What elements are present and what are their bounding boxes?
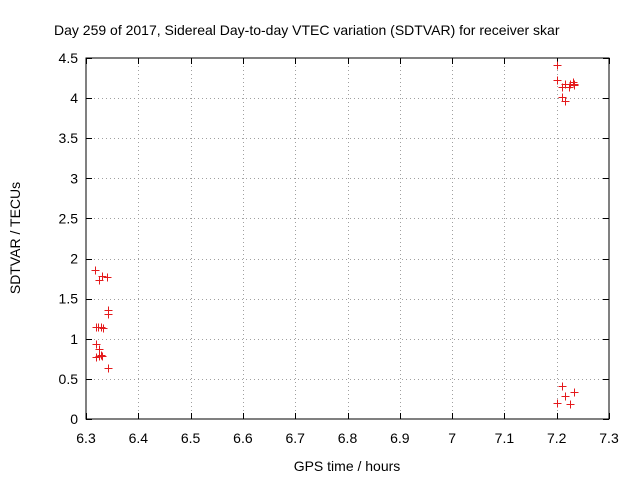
- x-tick-label: 7.3: [599, 430, 619, 446]
- y-tick-label: 1.5: [59, 291, 79, 307]
- x-axis-label: GPS time / hours: [294, 458, 401, 474]
- data-point: [99, 324, 108, 333]
- data-point: [553, 61, 562, 70]
- y-tick-label: 0.5: [59, 371, 79, 387]
- x-tick-labels: 6.3 6.4 6.5 6.6 6.7 6.8 6.9 7 7.1 7.2 7.3: [76, 430, 619, 446]
- y-tick-label: 2.5: [59, 210, 79, 226]
- plot-border: [85, 57, 610, 420]
- y-tick-label: 4: [70, 90, 78, 106]
- data-point: [92, 340, 101, 349]
- y-tick-label: 0: [70, 411, 78, 427]
- y-axis-label: SDTVAR / TECUs: [7, 182, 23, 294]
- data-point: [104, 310, 113, 319]
- chart-title: Day 259 of 2017, Sidereal Day-to-day VTE…: [54, 22, 560, 38]
- y-tick-label: 3: [70, 170, 78, 186]
- y-tick-label: 3.5: [59, 130, 79, 146]
- data-point: [98, 352, 107, 361]
- data-point: [565, 83, 574, 92]
- y-tick-label: 1: [70, 331, 78, 347]
- data-point: [97, 351, 106, 360]
- y-tick-label: 2: [70, 251, 78, 267]
- data-point: [570, 388, 579, 397]
- x-tick-label: 6.5: [181, 430, 201, 446]
- data-point: [561, 97, 570, 106]
- data-point: [558, 382, 567, 391]
- x-tick-label: 6.4: [129, 430, 149, 446]
- data-point: [91, 266, 100, 275]
- x-tick-label: 6.9: [390, 430, 410, 446]
- x-tick-label: 7.1: [495, 430, 515, 446]
- data-point: [95, 345, 104, 354]
- data-point: [97, 323, 106, 332]
- axis-ticks: [86, 58, 610, 420]
- y-tick-label: 4.5: [59, 50, 79, 66]
- x-tick-label: 6.6: [233, 430, 253, 446]
- data-point: [553, 399, 562, 408]
- data-point: [566, 400, 575, 409]
- y-tick-labels: 0 0.5 1 1.5 2 2.5 3 3.5 4 4.5: [59, 50, 79, 427]
- x-tick-label: 6.7: [285, 430, 305, 446]
- x-tick-label: 6.8: [338, 430, 358, 446]
- data-point: [104, 364, 113, 373]
- data-point: [103, 273, 112, 282]
- data-points: [91, 61, 579, 409]
- x-tick-label: 7: [448, 430, 456, 446]
- x-tick-label: 7.2: [547, 430, 567, 446]
- data-point: [98, 272, 107, 281]
- data-point: [570, 81, 579, 90]
- data-point: [561, 392, 570, 401]
- grid-lines: [86, 58, 609, 419]
- data-point: [553, 76, 562, 85]
- x-tick-label: 6.3: [76, 430, 96, 446]
